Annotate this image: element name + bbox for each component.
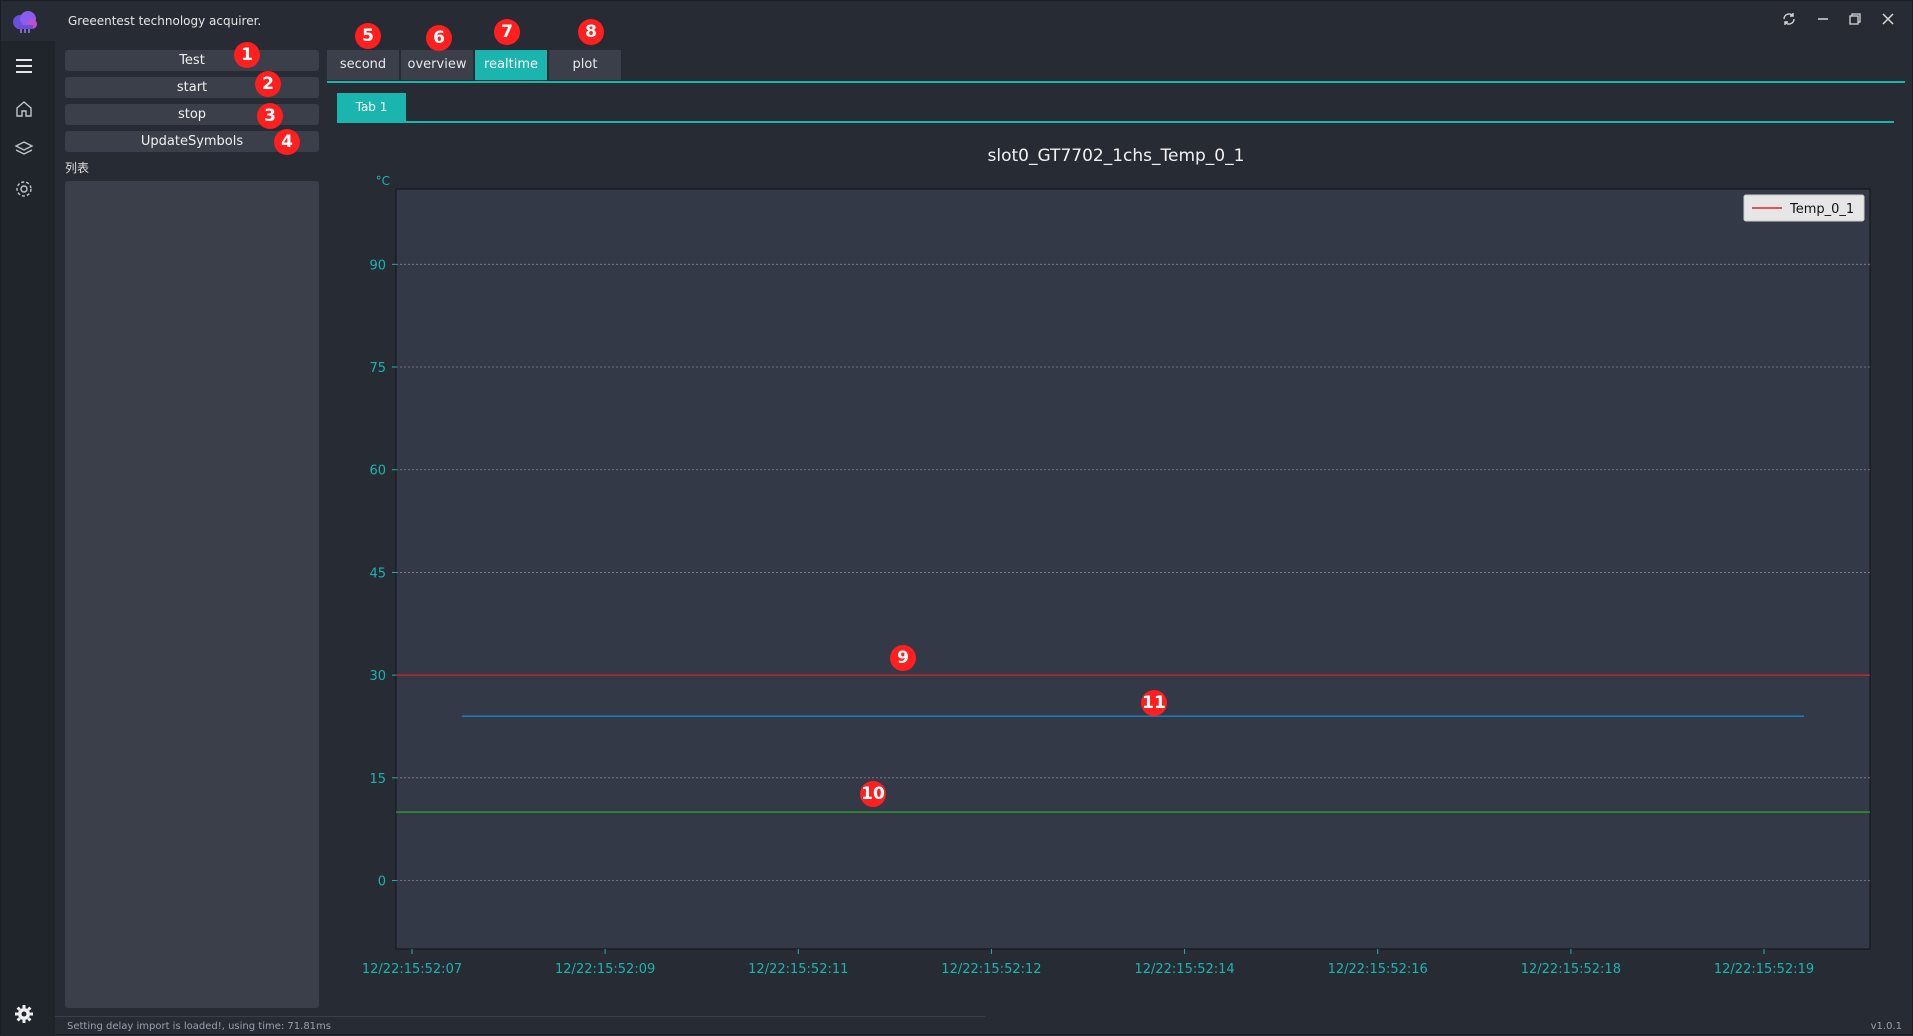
marker-6: 6 — [426, 25, 452, 51]
marker-7: 7 — [494, 19, 520, 45]
x-tick-label: 12/22:15:52:19 — [1714, 962, 1814, 977]
app-title: Greeentest technology acquirer. — [68, 14, 262, 28]
tab-realtime[interactable]: realtime — [475, 50, 547, 80]
legend-label: Temp_0_1 — [1789, 202, 1854, 217]
tab-second[interactable]: second — [327, 50, 399, 80]
subtab-tab-1[interactable]: Tab 1 — [337, 93, 406, 121]
marker-5: 5 — [355, 23, 381, 49]
gear-icon[interactable] — [13, 1003, 35, 1025]
marker-8: 8 — [578, 19, 604, 45]
marker-10: 10 — [860, 781, 886, 807]
version-label: v1.0.1 — [1870, 1021, 1902, 1032]
x-tick-label: 12/22:15:52:16 — [1328, 962, 1428, 977]
x-tick-label: 12/22:15:52:11 — [748, 962, 848, 977]
close-icon[interactable] — [1876, 11, 1900, 31]
marker-9: 9 — [890, 645, 916, 671]
marker-2: 2 — [255, 71, 281, 97]
chart-area: slot0_GT7702_1chs_Temp_0_1 °C 0 15 30 45 60 75… — [331, 141, 1901, 991]
tab-overview[interactable]: overview — [401, 50, 473, 80]
marker-4: 4 — [274, 129, 300, 155]
status-text: Setting delay import is loaded!, using t… — [67, 1021, 331, 1032]
tab-plot[interactable]: plot — [549, 50, 621, 80]
update-symbols-button[interactable]: UpdateSymbols — [65, 131, 319, 152]
marker-1: 1 — [234, 42, 260, 68]
chart-title: slot0_GT7702_1chs_Temp_0_1 — [987, 146, 1245, 166]
settings-icon[interactable] — [13, 178, 35, 200]
title-bar: Greeentest technology acquirer. — [1, 1, 1913, 41]
x-tick-label: 12/22:15:52:09 — [555, 962, 655, 977]
marker-3: 3 — [257, 103, 283, 129]
x-tick-label: 12/22:15:52:18 — [1521, 962, 1621, 977]
tab-underline — [327, 81, 1905, 83]
minimize-icon[interactable] — [1811, 11, 1835, 31]
y-tick-label: 75 — [369, 361, 386, 376]
stop-button[interactable]: stop — [65, 104, 319, 125]
layers-icon[interactable] — [13, 138, 35, 160]
symbol-list[interactable] — [65, 181, 319, 1008]
x-tick-label: 12/22:15:52:14 — [1134, 962, 1234, 977]
plot-area — [395, 188, 1871, 950]
legend-box — [1743, 194, 1865, 222]
subtab-underline — [337, 121, 1894, 123]
line-chart: °C 0 15 30 45 60 75 90 12/22:15:52:07 12/22:15:52… — [362, 174, 1871, 977]
home-icon[interactable] — [13, 98, 35, 120]
refresh-icon[interactable] — [1777, 11, 1801, 31]
test-button[interactable]: Test — [65, 50, 319, 71]
app-logo-icon — [13, 11, 37, 33]
y-tick-label: 60 — [369, 464, 386, 479]
y-tick-label: 30 — [369, 669, 386, 684]
y-tick-label: 0 — [378, 875, 386, 890]
y-axis-label: °C — [376, 174, 390, 188]
icon-rail — [1, 41, 55, 1036]
status-divider — [55, 1016, 985, 1017]
restore-icon[interactable] — [1843, 11, 1867, 31]
menu-icon[interactable] — [13, 55, 35, 77]
start-button[interactable]: start — [65, 77, 319, 98]
marker-11: 11 — [1141, 690, 1167, 716]
x-tick-label: 12/22:15:52:12 — [941, 962, 1041, 977]
x-tick-label: 12/22:15:52:07 — [362, 962, 462, 977]
y-tick-label: 90 — [369, 258, 386, 273]
y-tick-label: 45 — [369, 566, 386, 581]
list-label: 列表 — [65, 161, 90, 175]
y-tick-label: 15 — [369, 772, 386, 787]
